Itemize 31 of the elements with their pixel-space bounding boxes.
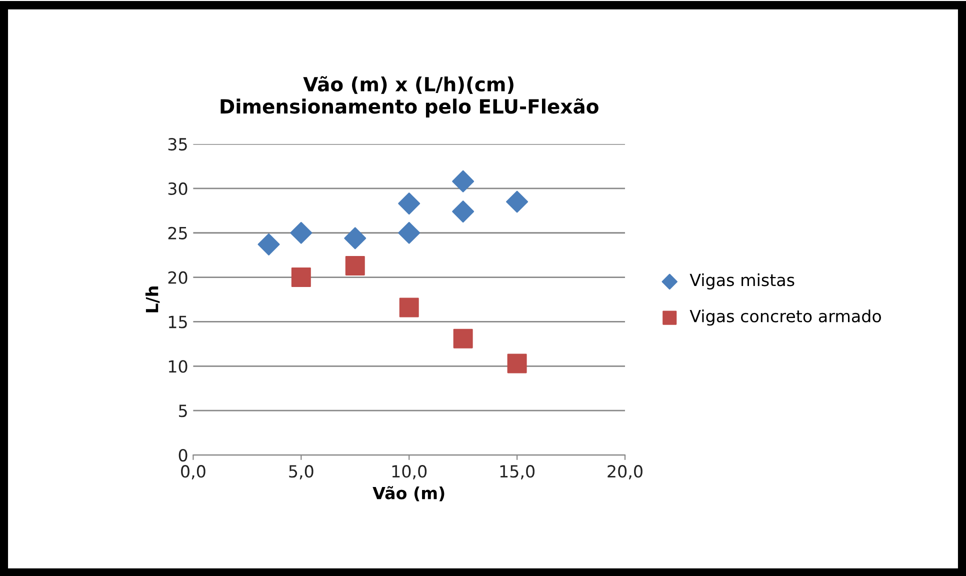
x-tick-label: 20,0 xyxy=(608,465,642,480)
y-tick-label: 10 xyxy=(168,360,188,373)
y-tick-label: 35 xyxy=(168,138,187,151)
x-tick-label: 15,0 xyxy=(500,465,534,480)
x-tick-label: 10,0 xyxy=(392,465,427,480)
point xyxy=(344,227,366,250)
y-tick-label: 5 xyxy=(179,404,187,418)
point xyxy=(398,222,420,244)
point xyxy=(507,354,527,374)
point xyxy=(453,328,473,348)
y-tick-label: 15 xyxy=(168,316,187,328)
point xyxy=(345,256,365,276)
y-tick-label: 20 xyxy=(168,271,188,284)
point xyxy=(258,233,280,256)
point xyxy=(290,222,312,244)
legend-label: Vigas concreto armado xyxy=(690,310,881,326)
point xyxy=(398,192,420,215)
point xyxy=(399,298,419,318)
chart-title: Vão (m) x (L/h)(cm) Dimensionamento pelo ELU-Flexão xyxy=(220,76,598,118)
point xyxy=(452,200,474,223)
point xyxy=(291,268,311,288)
x-tick-label: 0,0 xyxy=(181,465,206,480)
point xyxy=(452,170,474,192)
y-tick-label: 25 xyxy=(168,226,187,240)
y-tick-label: 30 xyxy=(168,182,188,196)
y-axis-title: L/h xyxy=(145,286,160,312)
legend-label: Vigas mistas xyxy=(690,273,794,290)
point xyxy=(506,190,528,213)
x-axis-title: Vão (m) xyxy=(372,486,444,502)
y-tick-label: 0 xyxy=(178,449,188,462)
x-tick-label: 5,0 xyxy=(289,465,314,480)
